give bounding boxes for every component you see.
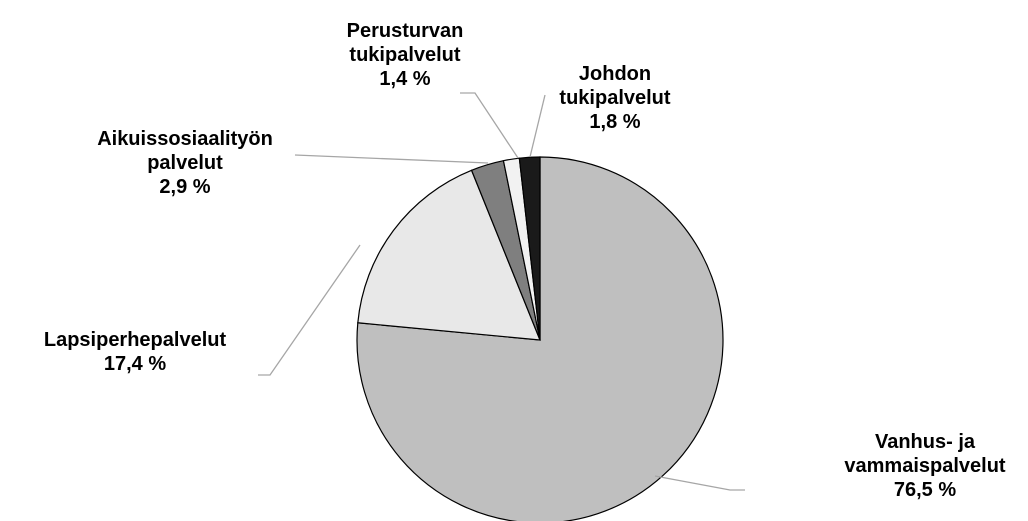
slice-label: Lapsiperhepalvelut 17,4 % — [0, 328, 270, 376]
value-label: 76,5 % — [893, 479, 957, 501]
slice-label: Johdon tukipalvelut 1,8 % — [530, 62, 700, 134]
leader-line — [654, 475, 745, 491]
category-name: Lapsiperhepalvelut — [43, 329, 227, 351]
category-name: Aikuissosiaalityön palvelut — [97, 128, 273, 174]
slice-label: Vanhus- ja vammaispalvelut 76,5 % — [825, 430, 1025, 502]
value-label: 2,9 % — [159, 176, 211, 198]
category-name: Johdon tukipalvelut — [559, 63, 671, 109]
category-name: Vanhus- ja vammaispalvelut — [844, 431, 1006, 477]
value-label: 1,4 % — [379, 68, 431, 90]
pie-slice — [518, 156, 541, 341]
slice-label: Perusturvan tukipalvelut 1,4 % — [330, 19, 480, 91]
category-name: Perusturvan tukipalvelut — [346, 20, 464, 66]
leader-line — [529, 94, 546, 158]
value-label: 1,8 % — [589, 111, 641, 133]
leader-line — [294, 154, 489, 164]
leader-line — [460, 92, 519, 159]
slice-label: Aikuissosiaalityön palvelut 2,9 % — [65, 127, 305, 199]
value-label: 17,4 % — [103, 353, 167, 375]
pie-slice — [357, 169, 541, 341]
leader-line — [258, 244, 361, 376]
